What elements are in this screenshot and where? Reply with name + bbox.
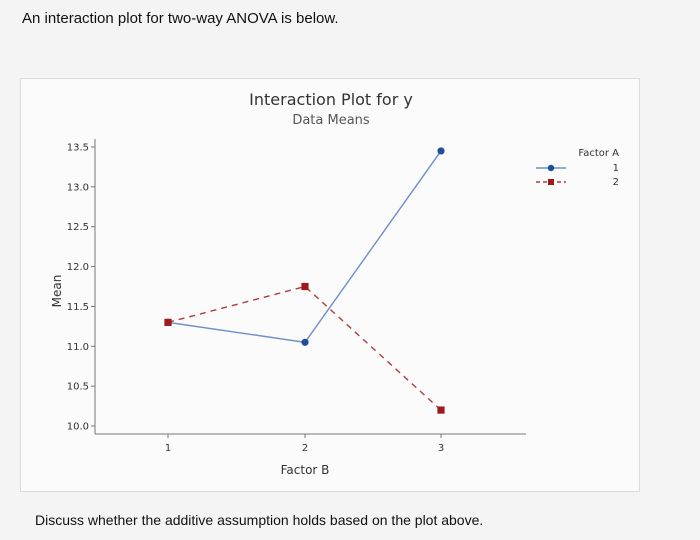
series-2-point-1 xyxy=(301,282,309,291)
series-1-point-1 xyxy=(301,338,309,346)
legend: Factor A 1 2 xyxy=(536,148,619,188)
y-tick-label-7: 13.5 xyxy=(67,142,89,153)
interaction-plot-figure: Interaction Plot for y Data Means 10.0 10… xyxy=(20,78,640,492)
x-axis-label: Factor B xyxy=(281,463,330,477)
legend-marker-2 xyxy=(548,179,554,185)
series-1-point-2 xyxy=(437,147,445,155)
chart-title: Interaction Plot for y xyxy=(249,90,413,109)
legend-label-1: 1 xyxy=(613,163,619,174)
y-tick-label-3: 11.5 xyxy=(67,302,89,313)
x-tick-label-1: 2 xyxy=(302,443,308,454)
y-tick-label-2: 11.0 xyxy=(67,342,89,353)
series-2-line xyxy=(167,285,442,411)
y-tick-label-4: 12.0 xyxy=(67,262,89,273)
y-axis-label: Mean xyxy=(50,275,64,308)
y-tick-label-5: 12.5 xyxy=(67,222,89,233)
chart-axes: 10.0 10.5 11.0 11.5 12.0 12.5 13.0 13.5 1 2 3 xyxy=(67,139,526,454)
y-tick-label-6: 13.0 xyxy=(67,182,89,193)
chart-subtitle: Data Means xyxy=(292,113,370,128)
legend-label-2: 2 xyxy=(613,177,619,188)
interaction-plot: Interaction Plot for y Data Means 10.010… xyxy=(50,90,619,477)
series-1-line xyxy=(167,150,442,344)
x-tick-label-0: 1 xyxy=(165,443,171,454)
question-prompt: Discuss whether the additive assumption … xyxy=(35,512,484,528)
series-2-point-0 xyxy=(164,318,172,326)
series-2-point-2 xyxy=(437,406,445,414)
chart-series xyxy=(164,147,445,414)
legend-marker-1 xyxy=(547,164,555,172)
y-tick-label-1: 10.5 xyxy=(67,382,89,393)
legend-title: Factor A xyxy=(578,148,619,159)
y-tick-label-0: 10.0 xyxy=(67,422,89,433)
question-intro: An interaction plot for two-way ANOVA is… xyxy=(22,10,339,27)
x-tick-label-2: 3 xyxy=(438,443,444,454)
